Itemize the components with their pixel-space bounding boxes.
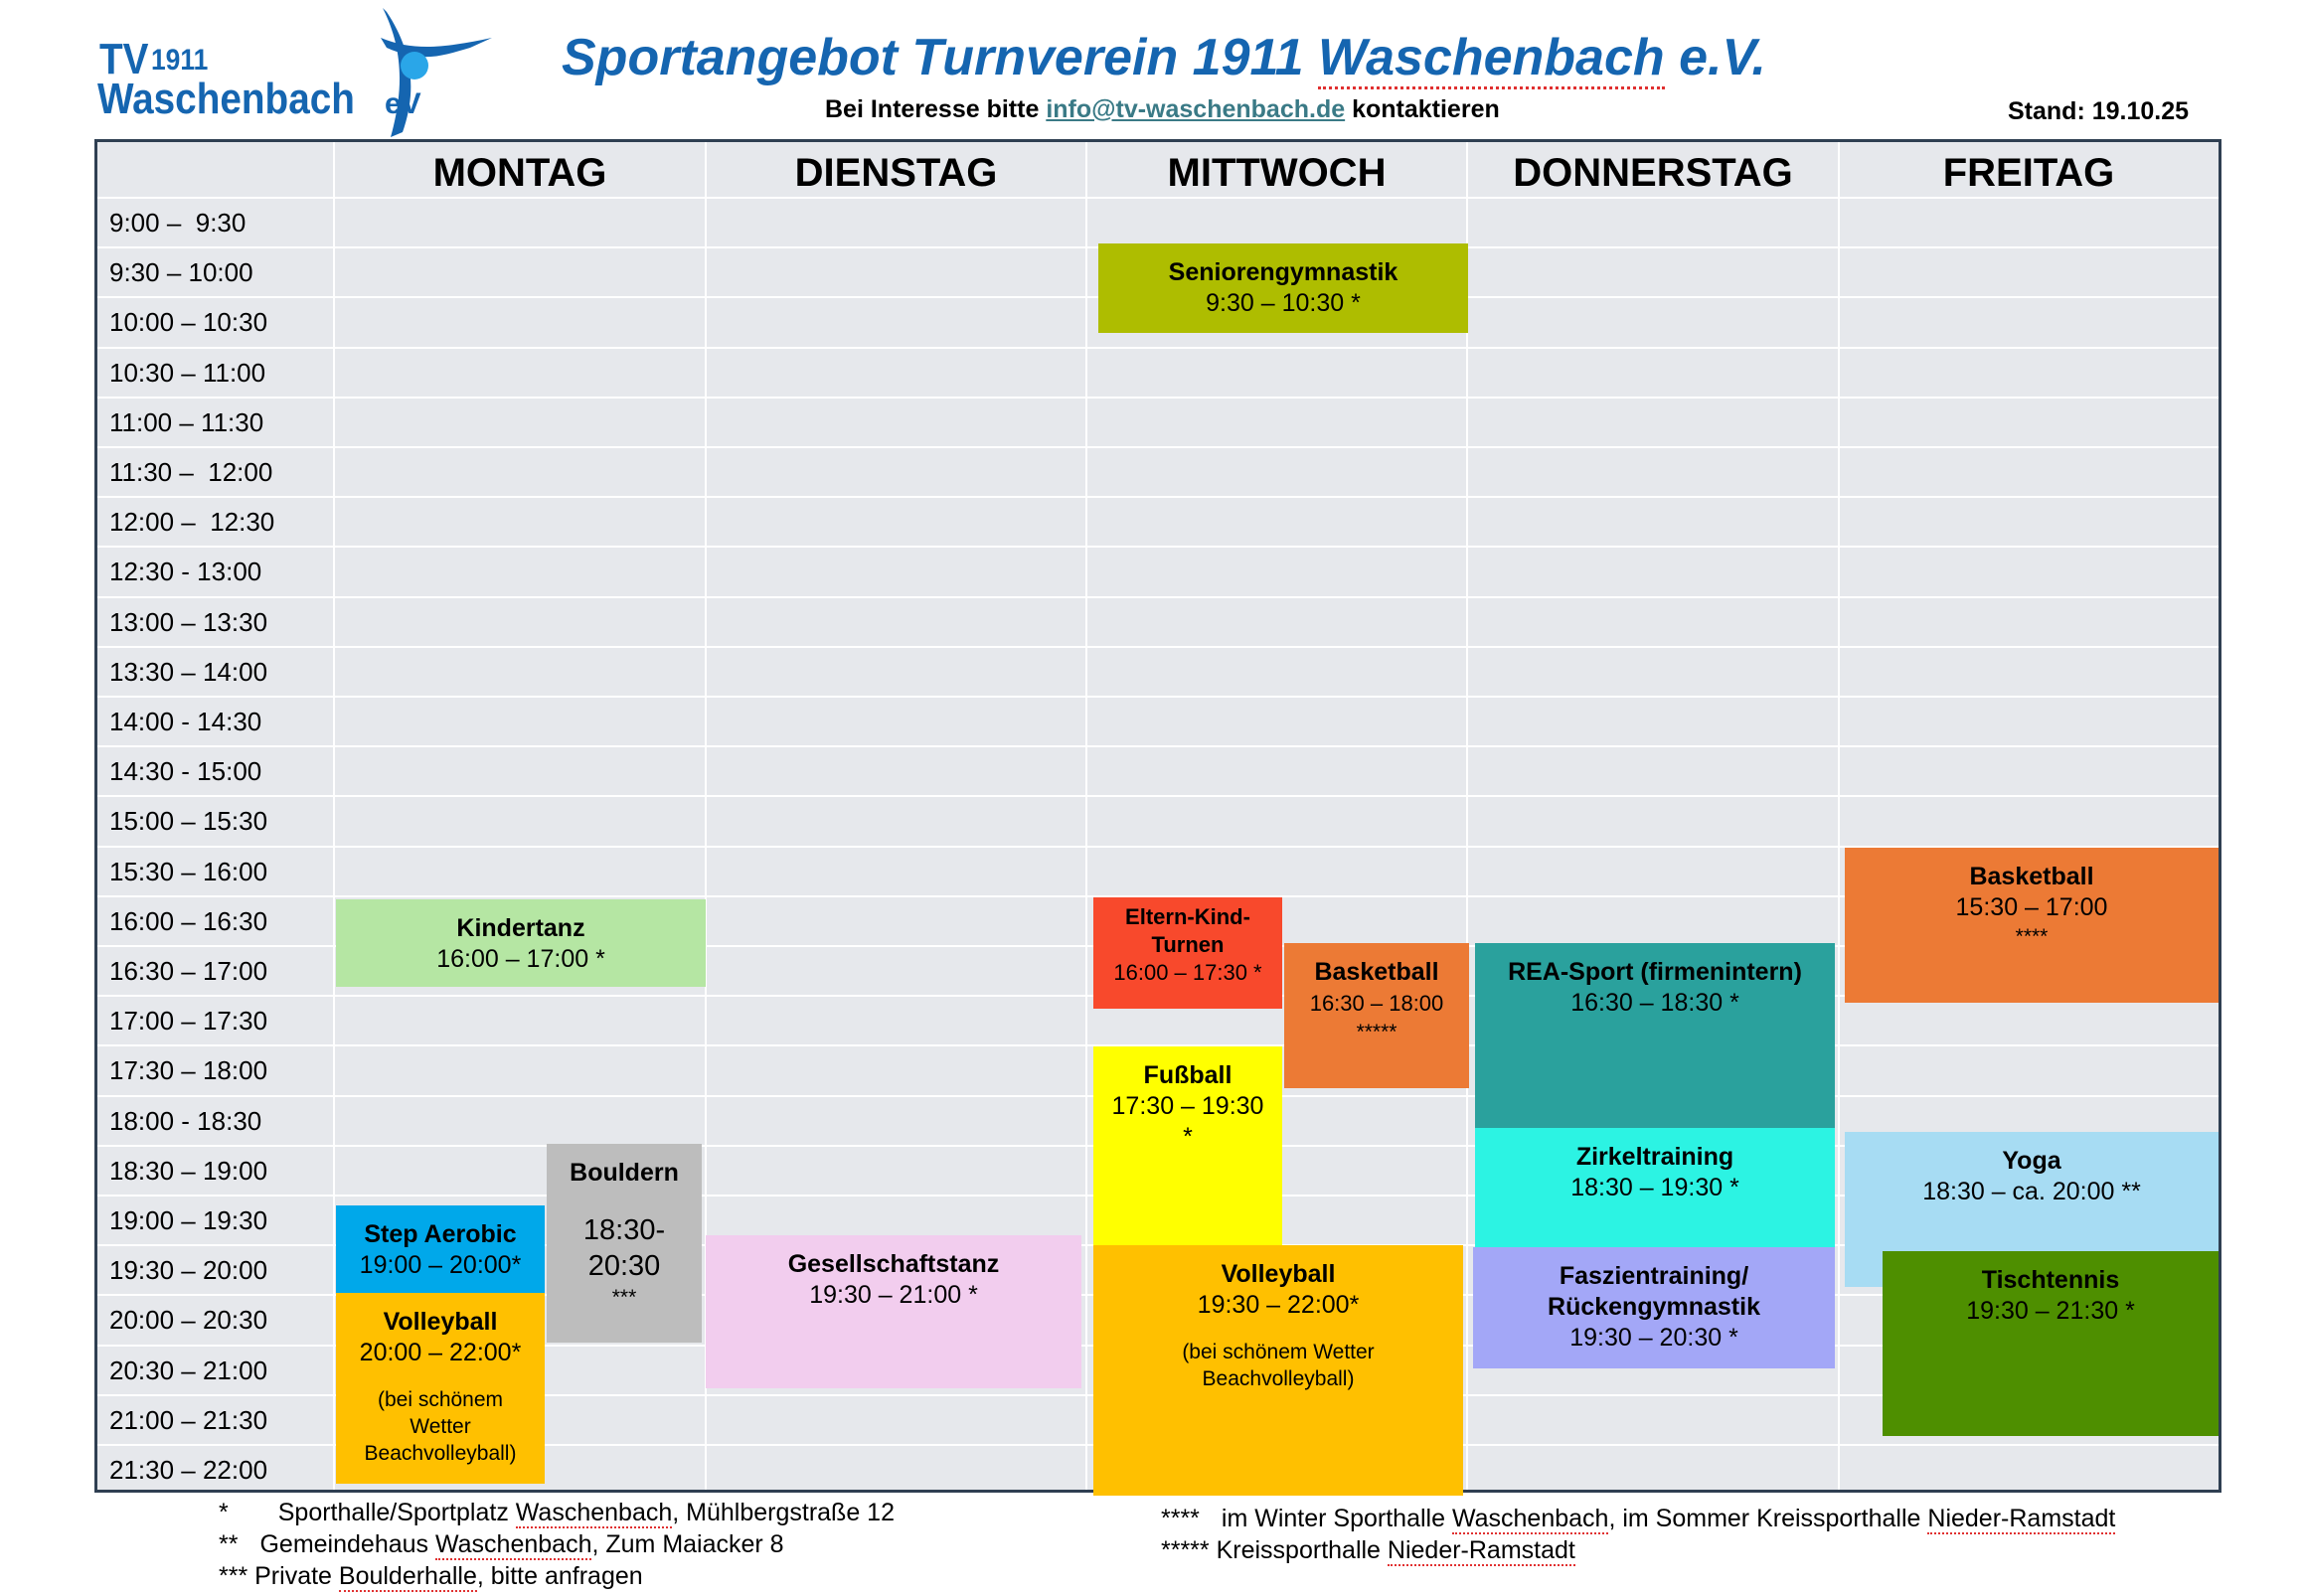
event-time: 18:30- 20:30: [582, 1214, 666, 1282]
event-time: 18:30 – ca. 20:00 **: [1922, 1178, 2141, 1205]
event-time: 15:30 – 17:00: [1955, 893, 2108, 921]
time-slot-label: 20:30 – 21:00: [109, 1355, 268, 1385]
event-time: 17:30 – 19:30 *: [1111, 1092, 1264, 1151]
event-note: (bei schönem Wetter Beachvolleyball): [364, 1388, 517, 1465]
event-time: 16:30 – 18:30 *: [1570, 989, 1739, 1017]
event-name: Step Aerobic: [364, 1220, 517, 1248]
contact-email-link[interactable]: info@tv-waschenbach.de: [1046, 95, 1346, 123]
event-time: 16:00 – 17:30 *: [1113, 960, 1262, 985]
time-slot-label: 9:00 – 9:30: [109, 208, 247, 238]
event-note: ***: [611, 1286, 637, 1309]
time-slot-label: 16:00 – 16:30: [109, 905, 268, 936]
time-slot-label: 15:30 – 16:00: [109, 856, 268, 886]
event-name: Faszientraining/ Rückengymnastik: [1548, 1262, 1760, 1321]
event-name: Basketball: [1969, 863, 2094, 890]
event-block-bouldern: Bouldern 18:30- 20:30 ***: [547, 1144, 702, 1343]
time-slot-label: 21:00 – 21:30: [109, 1404, 268, 1435]
time-slot-label: 11:30 – 12:00: [109, 457, 273, 487]
time-slot-label: 11:00 – 11:30: [109, 406, 264, 437]
event-note: ****: [2015, 925, 2049, 948]
time-slot-label: 13:00 – 13:30: [109, 606, 268, 637]
event-block-tischtennis: Tischtennis 19:30 – 21:30 *: [1883, 1251, 2219, 1436]
time-slot-label: 12:30 - 13:00: [109, 557, 262, 587]
footnote-2: ** Gemeindehaus Waschenbach, Zum Maiacker…: [219, 1530, 784, 1560]
event-time: 9:30 – 10:30 *: [1206, 289, 1361, 317]
footnote-1: * Sporthalle/Sportplatz Waschenbach, Mühl…: [219, 1499, 895, 1528]
event-time: 19:30 – 20:30 *: [1569, 1324, 1738, 1352]
event-block-basketball: Basketball 15:30 – 17:00 ****: [1845, 848, 2219, 1003]
event-time: 19:30 – 21:00 *: [809, 1281, 978, 1309]
event-name: Bouldern: [570, 1159, 679, 1187]
time-slot-label: 18:30 – 19:00: [109, 1155, 268, 1186]
footnote-5: ***** Kreissporthalle Nieder-Ramstadt: [1161, 1536, 1575, 1566]
time-slot-label: 19:30 – 20:00: [109, 1255, 268, 1286]
day-header-freitag: FREITAG: [1942, 151, 2115, 195]
event-block-kindertanz: Kindertanz 16:00 – 17:00 *: [336, 899, 706, 987]
club-logo: TV 1911 Waschenbach eV: [94, 8, 497, 142]
event-name: Volleyball: [1221, 1260, 1336, 1288]
time-slot-label: 17:00 – 17:30: [109, 1006, 268, 1037]
event-name: Basketball: [1314, 958, 1439, 986]
logo-name: Waschenbach: [97, 75, 355, 123]
time-slot-label: 20:00 – 20:30: [109, 1305, 268, 1336]
event-time: 16:00 – 17:00 *: [436, 945, 605, 973]
event-block-volleyball: Volleyball 20:00 – 22:00* (bei schönem Wet…: [336, 1293, 545, 1484]
time-slot-label: 15:00 – 15:30: [109, 806, 268, 837]
time-slot-label: 14:00 - 14:30: [109, 707, 262, 736]
event-block-faszientraining-rückengymnastik: Faszientraining/ Rückengymnastik 19:30 – …: [1473, 1247, 1835, 1368]
schedule-grid: MONTAG DIENSTAG MITTWOCH DONNERSTAG FREITAG 9…: [94, 139, 2221, 1497]
time-slot-label: 13:30 – 14:00: [109, 656, 268, 687]
event-name: Zirkeltraining: [1575, 1143, 1734, 1171]
gymnast-swoosh-icon: [381, 8, 492, 137]
time-slot-label: 14:30 - 15:00: [109, 756, 262, 787]
event-note: (bei schönem Wetter Beachvolleyball): [1182, 1341, 1375, 1390]
event-block-basketball: Basketball 16:30 – 18:00 *****: [1284, 943, 1469, 1088]
event-block-volleyball: Volleyball 19:30 – 22:00* (bei schönem Wet…: [1093, 1245, 1463, 1496]
event-block-step-aerobic: Step Aerobic 19:00 – 20:00*: [336, 1205, 545, 1293]
time-slot-label: 12:00 – 12:30: [109, 507, 275, 538]
event-name: Kindertanz: [456, 914, 585, 942]
event-note: *****: [1356, 1021, 1398, 1043]
page-title: Sportangebot Turnverein 1911 Waschenbach…: [562, 29, 1766, 89]
time-slot-label: 10:30 – 11:00: [109, 357, 266, 388]
event-name: Tischtennis: [1981, 1266, 2120, 1294]
time-slot-label: 17:30 – 18:00: [109, 1055, 268, 1086]
event-name: Seniorengymnastik: [1168, 258, 1398, 286]
event-block-rea-sport-firmenintern: REA-Sport (firmenintern) 16:30 – 18:30 *: [1475, 943, 1835, 1128]
event-name: Gesellschaftstanz: [787, 1250, 1000, 1278]
event-block-fußball: Fußball 17:30 – 19:30 *: [1093, 1046, 1282, 1265]
time-slot-label: 16:30 – 17:00: [109, 956, 268, 986]
time-slot-label: 18:00 - 18:30: [109, 1105, 262, 1136]
event-time: 19:00 – 20:00*: [359, 1251, 522, 1279]
footnote-3: *** Private Boulderhalle, bitte anfragen: [219, 1562, 643, 1592]
event-block-seniorengymnastik: Seniorengymnastik 9:30 – 10:30 *: [1098, 243, 1468, 333]
event-block-zirkeltraining: Zirkeltraining 18:30 – 19:30 *: [1475, 1128, 1835, 1247]
stand-date: Stand: 19.10.25: [2008, 97, 2190, 125]
time-slot-label: 21:30 – 22:00: [109, 1455, 268, 1485]
event-block-eltern-kind-turnen: Eltern-Kind- Turnen 16:00 – 17:30 *: [1093, 897, 1282, 1009]
event-name: Volleyball: [383, 1308, 498, 1336]
event-name: Fußball: [1143, 1061, 1233, 1089]
day-header-donnerstag: DONNERSTAG: [1513, 151, 1793, 195]
time-slot-label: 10:00 – 10:30: [109, 307, 268, 338]
event-name: REA-Sport (firmenintern): [1508, 958, 1802, 986]
footnote-4: **** im Winter Sporthalle Waschenbach, im…: [1161, 1505, 2116, 1534]
event-block-gesellschaftstanz: Gesellschaftstanz 19:30 – 21:00 *: [706, 1235, 1081, 1388]
event-name: Yoga: [2002, 1147, 2061, 1175]
logo-year: 1911: [151, 44, 209, 77]
event-time: 19:30 – 21:30 *: [1966, 1297, 2135, 1325]
contact-line: Bei Interesse bitte info@tv-waschenbach.…: [825, 95, 1500, 123]
day-header-mittwoch: MITTWOCH: [1167, 151, 1387, 195]
event-time: 16:30 – 18:00: [1309, 991, 1444, 1016]
event-name: Eltern-Kind- Turnen: [1125, 904, 1250, 957]
event-time: 19:30 – 22:00*: [1197, 1291, 1360, 1319]
day-header-dienstag: DIENSTAG: [794, 151, 998, 195]
day-header-montag: MONTAG: [432, 151, 607, 195]
time-slot-label: 9:30 – 10:00: [109, 257, 253, 288]
event-time: 20:00 – 22:00*: [359, 1339, 522, 1366]
event-time: 18:30 – 19:30 *: [1570, 1174, 1739, 1201]
logo-tv: TV: [99, 35, 149, 83]
time-slot-label: 19:00 – 19:30: [109, 1205, 268, 1235]
